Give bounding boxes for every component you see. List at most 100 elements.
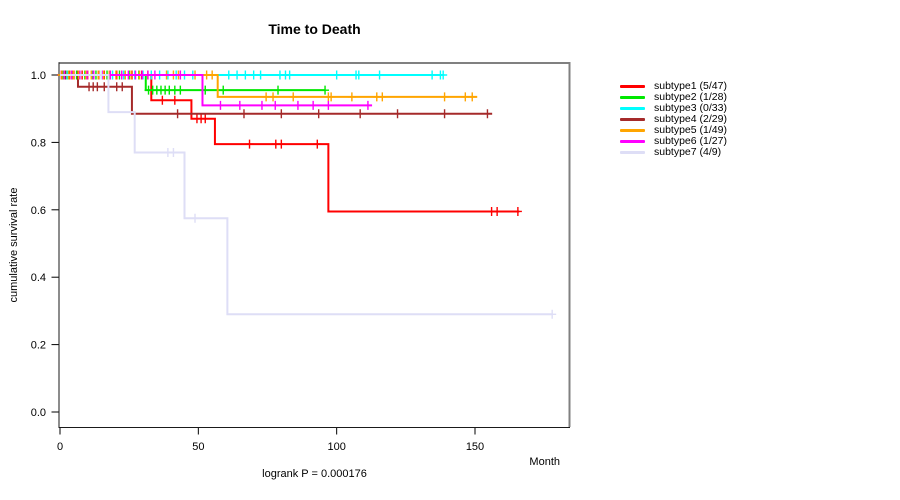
y-tick-label: 0.4 [31,272,46,284]
censor-mark-subtype1 [513,206,522,216]
censor-mark-subtype3 [428,70,437,80]
censor-mark-subtype4 [440,109,449,119]
legend-item-subtype6: subtype6 (1/27) [620,136,727,147]
censor-mark-subtype2 [219,85,228,95]
censor-mark-subtype3 [256,70,265,80]
censor-mark-subtype7 [548,309,557,319]
censor-mark-subtype6 [271,100,280,110]
censor-mark-subtype5 [269,92,278,102]
censor-mark-subtype4 [277,109,286,119]
censor-mark-subtype3 [241,70,250,80]
censor-mark-subtype2 [321,85,330,95]
censor-mark-subtype3 [439,70,448,80]
legend-label-subtype5: subtype5 (1/49) [654,124,727,136]
censor-mark-subtype1 [158,95,167,105]
x-axis: 0 50 100 150 [57,428,484,453]
x-axis-label: Month [529,456,560,468]
censor-mark-subtype7 [191,213,200,223]
plot-frame [58,62,571,427]
censor-mark-subtype4 [93,82,102,92]
censor-mark-subtype5 [208,70,217,80]
censor-mark-subtype6 [257,100,266,110]
censor-mark-subtype6 [324,100,333,110]
censor-mark-subtype6 [235,100,244,110]
legend-swatch-subtype5 [620,129,645,132]
y-axis-label: cumulative survival rate [8,187,20,303]
censor-mark-subtype6 [309,100,318,110]
y-tick-label: 0.2 [31,340,46,352]
censor-mark-subtype7 [97,70,106,80]
censor-mark-subtype6 [124,70,133,80]
series-subtype1 [57,70,522,216]
censor-mark-subtype1 [170,95,179,105]
censor-mark-subtype5 [347,92,356,102]
censor-mark-subtype5 [461,92,470,102]
censor-mark-subtype5 [289,92,298,102]
legend-swatch-subtype2 [620,96,645,99]
legend-item-subtype4: subtype4 (2/29) [620,114,727,125]
x-tick-label: 0 [57,441,63,453]
censor-mark-subtype4 [314,109,323,119]
censor-mark-subtype2 [274,85,283,95]
y-tick-label: 1.0 [31,70,46,82]
censor-mark-subtype1 [201,114,210,124]
censor-mark-subtype3 [233,70,242,80]
x-tick-label: 100 [327,441,345,453]
legend-item-subtype7: subtype7 (4/9) [620,147,727,158]
legend-label-subtype6: subtype6 (1/27) [654,135,727,147]
legend-swatch-subtype4 [620,118,645,121]
censor-mark-subtype6 [143,70,152,80]
legend-swatch-subtype7 [620,151,645,154]
y-tick-label: 0.8 [31,137,46,149]
censor-mark-subtype5 [440,92,449,102]
curve-subtype1 [60,74,520,213]
censor-mark-subtype6 [150,70,159,80]
censor-mark-subtype4 [118,82,127,92]
censor-mark-subtype4 [483,109,492,119]
censor-mark-subtype4 [100,82,109,92]
logrank-annotation: logrank P = 0.000176 [262,468,367,480]
censor-mark-subtype3 [224,70,233,80]
legend-item-subtype2: subtype2 (1/28) [620,92,727,103]
legend-swatch-subtype1 [620,85,645,88]
series-subtype7 [60,70,557,319]
censor-mark-subtype6 [363,100,372,110]
y-tick-label: 0.6 [31,205,46,217]
legend-swatch-subtype3 [620,107,645,110]
plot-title: Time to Death [268,21,361,37]
legend-item-subtype1: subtype1 (5/47) [620,81,727,92]
censor-mark-subtype3 [249,70,258,80]
censor-mark-subtype1 [245,139,254,149]
censor-mark-subtype5 [468,92,477,102]
censor-mark-subtype3 [332,70,341,80]
censor-mark-subtype3 [354,70,363,80]
censor-mark-subtype4 [393,109,402,119]
censor-mark-subtype6 [293,100,302,110]
curve-subtype4 [60,74,493,115]
censor-mark-subtype5 [327,92,336,102]
legend: subtype1 (5/47) subtype2 (1/28) subtype3 (… [620,81,727,158]
legend-label-subtype4: subtype4 (2/29) [654,113,727,125]
censor-mark-subtype4 [356,109,365,119]
censor-mark-subtype5 [262,92,271,102]
legend-label-subtype2: subtype2 (1/28) [654,91,727,103]
censor-mark-subtype4 [173,109,182,119]
legend-label-subtype3: subtype3 (0/33) [654,102,727,114]
censor-mark-subtype1 [493,206,502,216]
censor-mark-subtype3 [375,70,384,80]
censor-mark-subtype4 [239,109,248,119]
x-tick-label: 150 [466,441,484,453]
censor-mark-subtype2 [176,85,185,95]
legend-label-subtype1: subtype1 (5/47) [654,80,727,92]
censor-mark-subtype7 [169,148,178,158]
censor-mark-subtype1 [313,139,322,149]
curve-subtype7 [60,74,553,316]
legend-item-subtype3: subtype3 (0/33) [620,103,727,114]
legend-label-subtype7: subtype7 (4/9) [654,146,722,158]
censor-mark-subtype3 [285,70,294,80]
plot-axis-lines [58,62,570,428]
censor-mark-subtype6 [176,70,185,80]
x-tick-label: 50 [192,441,204,453]
y-tick-label: 0.0 [31,407,46,419]
